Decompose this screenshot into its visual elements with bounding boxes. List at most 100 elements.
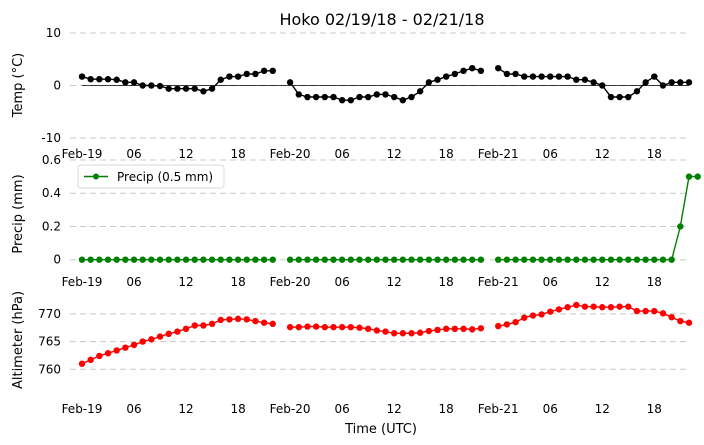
panel-2: 0 0.2 0.4 0.6 Precip (mm) Feb-19 06 12 18 Feb-20 0… [11,153,701,289]
y-tick-label: 0.6 [42,153,61,167]
data-point [443,256,450,263]
data-point [260,67,268,75]
data-point [252,256,259,263]
data-point [165,330,172,338]
data-point [148,256,155,263]
data-point [286,323,294,331]
data-point [347,323,355,331]
data-point [399,256,407,263]
data-point [469,326,476,333]
data-point [156,256,164,263]
data-point [321,93,328,101]
data-point [477,325,485,332]
data-point [260,256,268,263]
x-tick-label: 06 [543,147,558,161]
data-point [382,328,389,335]
data-point [434,256,441,263]
x-tick-label: 06 [126,147,141,161]
data-point [460,67,467,75]
x-tick-label: 12 [595,402,610,416]
data-point [286,256,294,263]
data-point [148,336,155,343]
data-point [130,256,138,263]
data-point [399,330,407,337]
data-point [156,82,164,90]
data-point [642,307,649,315]
data-point [295,256,302,263]
data-point [191,322,198,329]
y-axis-label: Altimeter (hPa) [11,291,26,389]
data-point [599,82,606,89]
data-point [122,256,129,263]
x-tick-label: 06 [335,147,350,161]
data-point [425,327,433,335]
data-point [581,76,589,83]
data-point [668,256,675,263]
data-point [148,82,155,89]
data-point [616,256,623,263]
data-point [182,256,190,263]
data-point [521,73,528,80]
x-tick-label: Feb-19 [62,147,103,161]
data-point [338,323,346,331]
data-point [616,303,623,310]
data-point [217,76,224,83]
data-point [338,256,346,263]
y-axis-label: Temp (°C) [11,53,26,119]
y-tick-label: 0.4 [42,186,61,200]
data-point [330,256,337,263]
x-tick-label: 18 [439,275,454,289]
data-point [677,317,684,325]
data-point [269,256,276,263]
y-tick-label: 765 [38,335,61,349]
x-tick-label: 06 [543,402,558,416]
data-point [139,338,146,345]
data-point [547,308,554,315]
data-point [226,73,233,80]
data-point [312,256,320,263]
y-tick-label: -10 [41,131,61,145]
y-tick-label: 0 [53,79,61,93]
data-point [616,93,623,101]
data-point [234,315,242,323]
data-point [382,91,389,98]
x-tick-label: 18 [647,275,662,289]
data-point [356,256,363,263]
data-point [538,73,545,80]
x-tick-label: Feb-19 [62,402,103,416]
data-point [477,67,485,75]
x-tick-label: Feb-21 [478,402,519,416]
data-point [503,256,511,263]
data-point [590,303,597,310]
data-point [529,73,537,80]
data-point [521,256,528,263]
data-point [364,93,372,101]
data-point [633,256,641,263]
data-point [373,256,381,263]
data-point [243,70,250,78]
data-point [113,347,120,354]
data-point [469,256,476,263]
data-point [677,223,684,230]
data-point [555,256,563,263]
data-point [96,256,103,263]
x-axis-label: Time (UTC) [344,422,417,437]
data-point [416,329,424,336]
data-point [451,256,459,263]
data-point [625,93,632,101]
legend-label: Precip (0.5 mm) [117,170,213,184]
data-point [200,88,207,95]
data-point [104,256,112,263]
y-tick-label: 770 [38,307,61,321]
data-point [174,85,181,92]
data-point [364,325,372,333]
data-point [208,320,216,328]
data-point [503,70,511,78]
data-point [564,73,571,80]
y-tick-label: 0.2 [42,219,61,233]
data-point [469,64,476,72]
data-point [208,85,216,92]
data-point [338,97,346,104]
data-point [139,82,146,89]
data-point [477,256,485,263]
